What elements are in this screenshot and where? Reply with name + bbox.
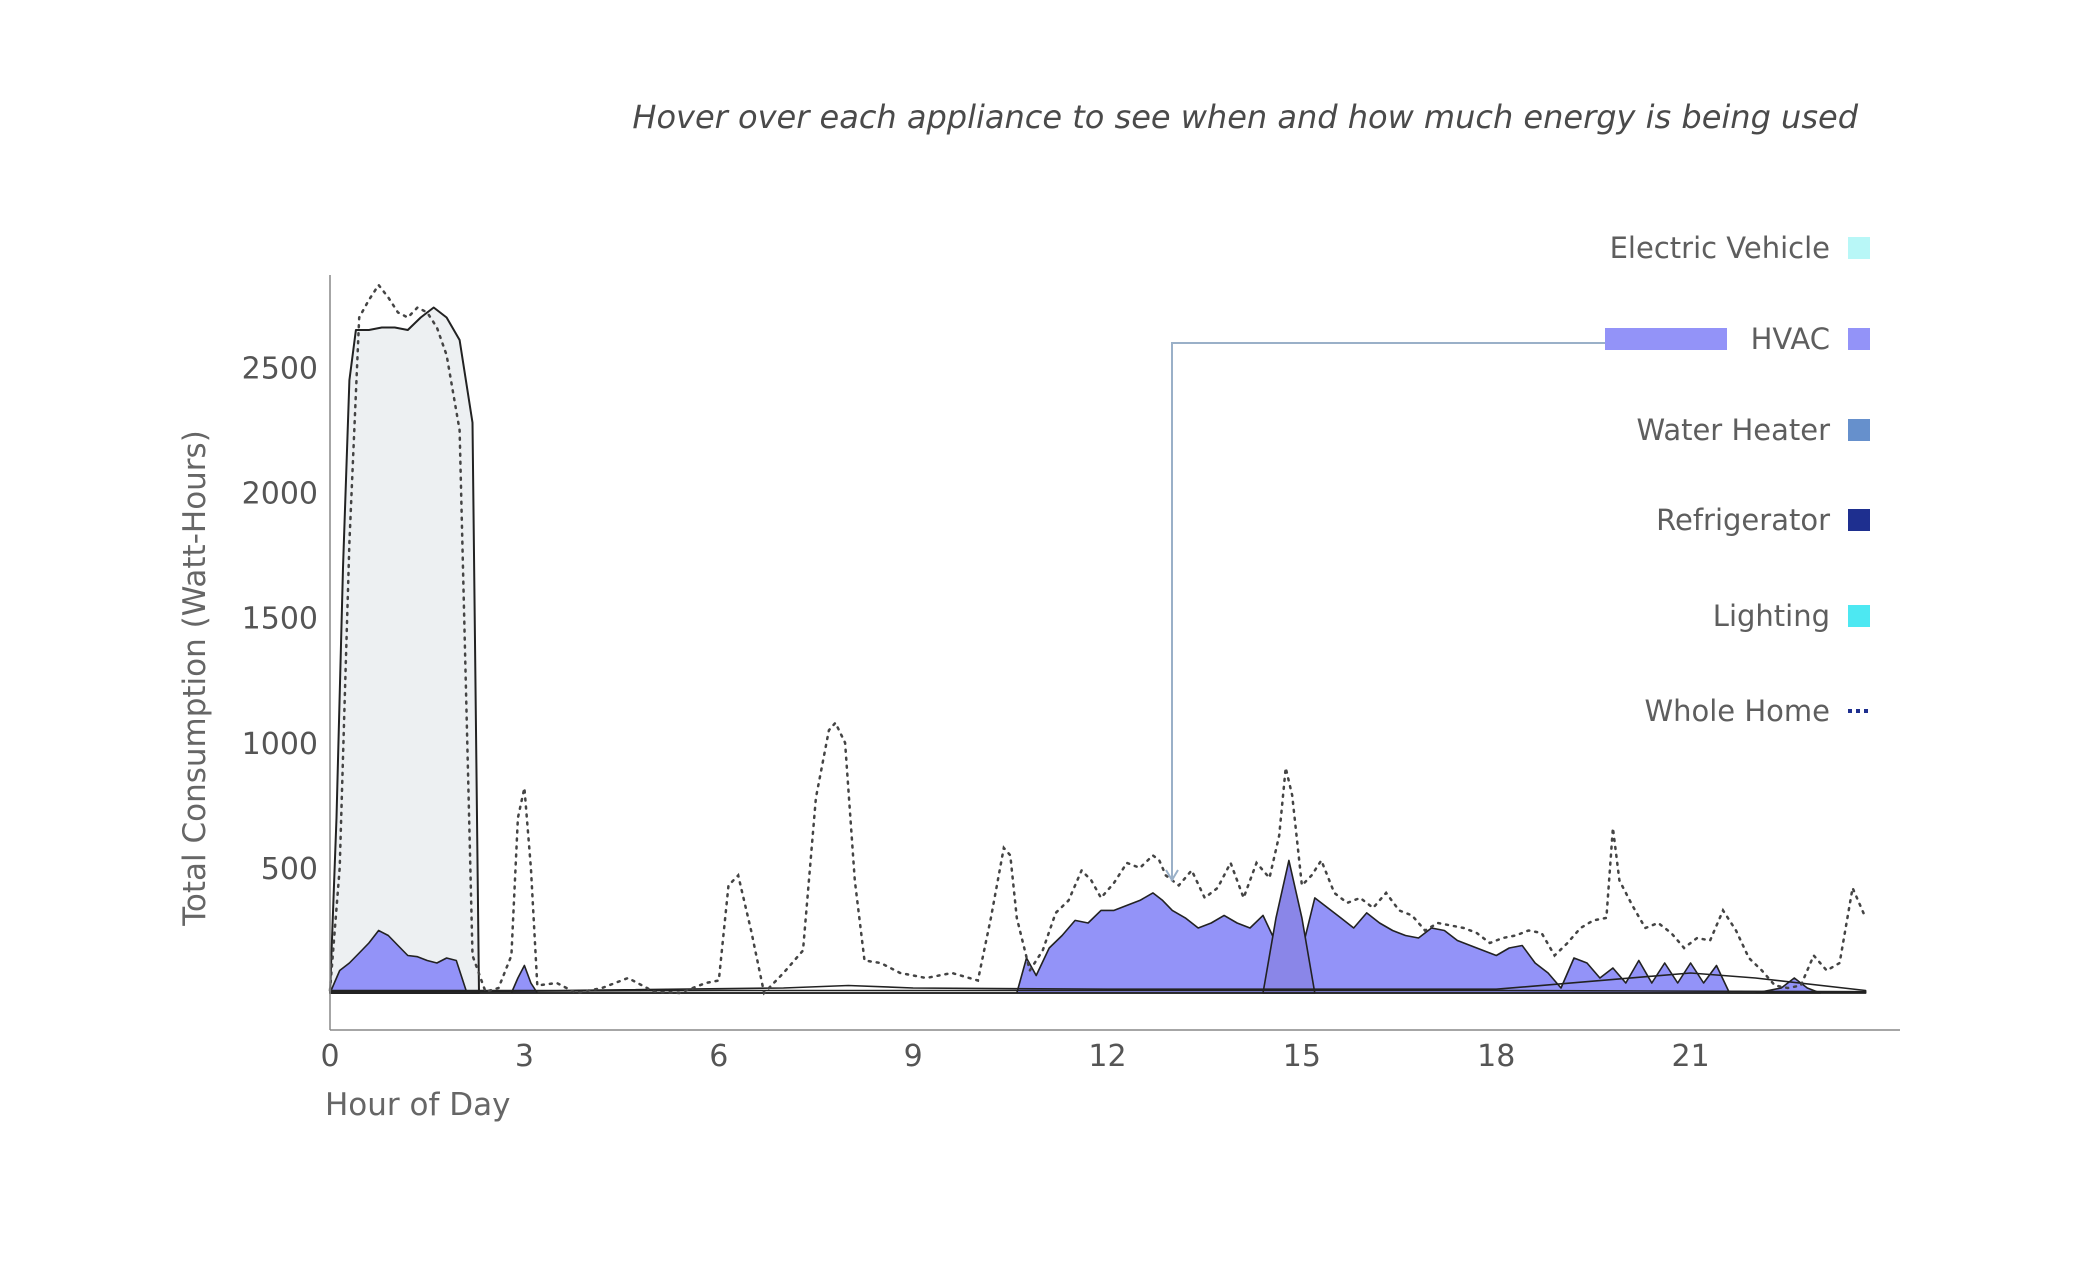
legend-swatch <box>1848 605 1870 627</box>
legend-label: Lighting <box>1713 599 1830 633</box>
x-tick-label: 6 <box>709 1039 728 1074</box>
area-lighting[interactable] <box>329 989 1867 994</box>
series-areas <box>328 282 1867 996</box>
y-tick-label: 2500 <box>242 352 318 387</box>
legend-item-whole-home[interactable]: Whole Home <box>1644 694 1870 728</box>
x-tick-label: 21 <box>1672 1039 1710 1074</box>
x-tick-label: 12 <box>1088 1039 1126 1074</box>
legend-swatch <box>1848 237 1870 259</box>
area-hvac[interactable] <box>329 892 1822 994</box>
legend-label: HVAC <box>1751 322 1830 356</box>
y-tick-label: 1500 <box>242 602 318 637</box>
legend-label: Electric Vehicle <box>1610 231 1830 265</box>
legend-swatch <box>1848 419 1870 441</box>
legend-label: Water Heater <box>1637 413 1831 447</box>
legend-label: Refrigerator <box>1656 503 1830 537</box>
axes <box>329 275 1900 1031</box>
x-axis-label: Hour of Day <box>325 1087 510 1123</box>
annotation-arrow-icon <box>1165 869 1179 882</box>
legend-item-lighting[interactable]: Lighting <box>1713 599 1870 633</box>
y-tick-label: 1000 <box>242 727 318 762</box>
y-tick-label: 500 <box>261 852 318 887</box>
y-axis-label: Total Consumption (Watt-Hours) <box>177 430 213 927</box>
legend-item-refrigerator[interactable]: Refrigerator <box>1656 503 1870 537</box>
x-tick-label: 0 <box>320 1039 339 1074</box>
legend-item-electric-vehicle[interactable]: Electric Vehicle <box>1610 231 1870 265</box>
tick-labels: 0 3 6 9 12 15 18 21 500 1000 1500 2000 2500 <box>242 352 1710 1074</box>
line-whole-home[interactable] <box>328 282 1867 996</box>
legend-highlight-bar <box>1605 328 1727 350</box>
area-electric-vehicle[interactable] <box>329 306 481 994</box>
legend-swatch <box>1848 509 1870 531</box>
x-tick-label: 15 <box>1283 1039 1321 1074</box>
x-tick-label: 3 <box>515 1039 534 1074</box>
legend-item-hvac[interactable]: HVAC <box>1605 322 1870 356</box>
legend-swatch <box>1848 328 1870 350</box>
legend-label: Whole Home <box>1644 694 1830 728</box>
y-tick-label: 2000 <box>242 477 318 512</box>
hover-annotation <box>1165 342 1605 882</box>
x-tick-label: 18 <box>1477 1039 1515 1074</box>
chart-subtitle: Hover over each appliance to see when an… <box>632 98 1858 136</box>
legend-item-water-heater[interactable]: Water Heater <box>1637 413 1871 447</box>
annotation-connector <box>1171 342 1605 878</box>
legend: Electric Vehicle HVAC Water Heater Refriger… <box>1605 231 1870 728</box>
x-tick-label: 9 <box>904 1039 923 1074</box>
